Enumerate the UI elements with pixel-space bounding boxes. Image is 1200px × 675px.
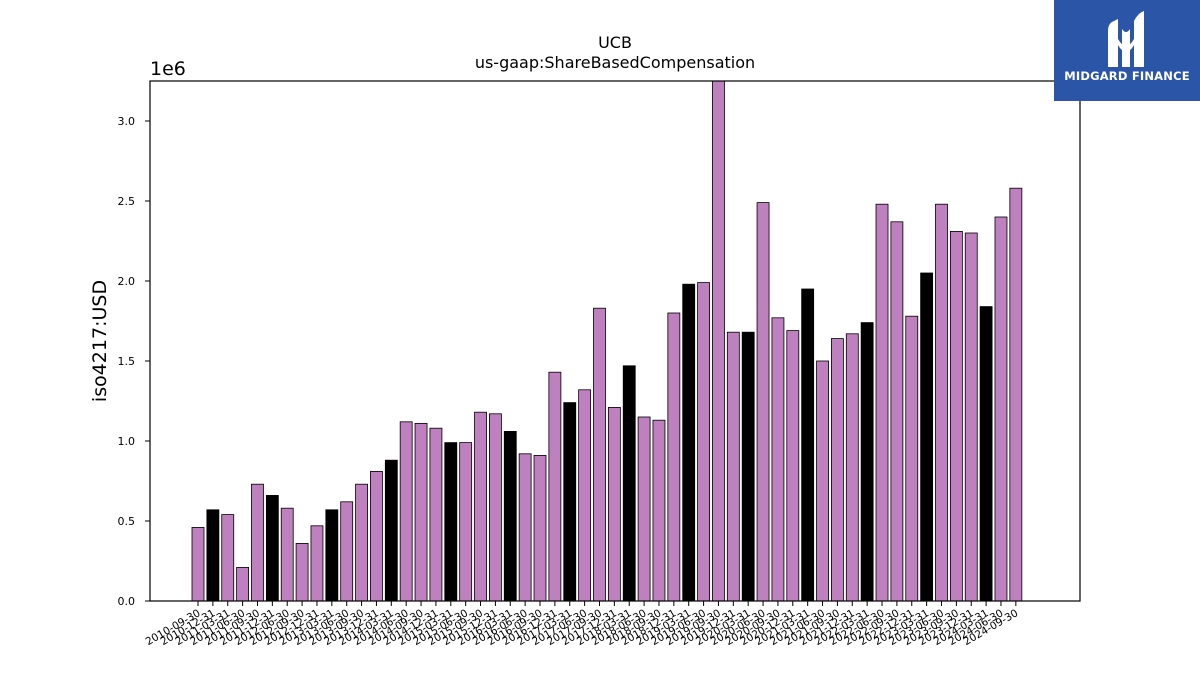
y-tick-label: 2.5 [118,195,136,208]
chart-subtitle: us-gaap:ShareBasedCompensation [475,53,755,72]
bar-2015-09-30 [474,411,487,602]
y-axis-scale-label: 1e6 [150,58,186,80]
bar-2014-06-30 [399,421,413,602]
bar-2010-09-30 [191,527,205,602]
y-axis-ticks: 0.0 0.5 1.0 1.5 2.0 2.5 3.0 [118,115,150,608]
bar-2012-06-30 [280,507,294,602]
bar-2017-03-31 [563,402,577,602]
bar-2015-06-30 [459,442,473,602]
bar-2018-12-31 [667,312,681,602]
y-tick-label: 1.5 [118,355,136,368]
bar-2018-06-30 [637,416,651,602]
y-tick-label: 2.0 [118,275,136,288]
bars-group [191,80,1023,602]
midgard-logo-icon [1108,11,1144,67]
bar-2022-09-30 [890,221,904,602]
bar-2013-03-31 [325,509,339,602]
bar-2017-09-30 [593,307,606,602]
y-tick-label: 0.0 [118,595,136,608]
bar-2011-06-30 [236,567,250,602]
bar-2021-06-30 [816,360,829,602]
bar-2022-03-31 [860,322,874,602]
chart-title: UCB [598,33,632,52]
plot-frame [149,80,1081,602]
bar-2013-09-30 [355,483,368,602]
bar-2010-12-31 [206,509,220,602]
bar-2015-03-31 [444,442,458,602]
bar-2014-03-31 [384,459,398,602]
bar-2020-06-30 [756,202,770,602]
bar-2013-12-31 [370,470,383,602]
bar-2016-12-31 [548,371,562,602]
bar-2018-03-31 [622,365,636,602]
bar-2017-06-30 [578,389,592,602]
bar-2016-06-30 [518,453,532,602]
bar-2015-12-31 [488,413,502,602]
bar-2023-09-30 [949,230,963,602]
bar-2020-09-30 [771,317,785,602]
bar-2023-06-30 [935,203,948,602]
bar-2021-03-31 [801,288,815,602]
y-tick-label: 3.0 [118,115,136,128]
bar-2020-03-31 [741,331,755,602]
bar-2017-12-31 [607,406,621,602]
bar-2014-12-31 [429,427,443,602]
y-tick-label: 0.5 [118,515,136,528]
bar-2019-12-31 [726,331,740,602]
bar-2024-03-31 [979,306,993,602]
bar-2012-09-30 [295,543,309,602]
bar-2016-03-31 [503,430,517,602]
bar-2018-09-30 [652,419,666,602]
bar-2019-03-31 [682,283,696,602]
bar-2014-09-30 [414,422,428,602]
bar-2013-06-30 [340,501,354,602]
bar-2016-09-30 [533,454,547,602]
bar-2024-09-30 [1009,187,1023,602]
y-tick-label: 1.0 [118,435,136,448]
bar-2012-12-31 [310,525,324,602]
bar-2021-09-30 [831,338,844,602]
bar-2023-12-31 [964,232,978,602]
bar-2022-12-31 [905,315,919,602]
bar-2022-06-30 [875,203,889,602]
bar-2019-09-30 [712,80,725,602]
bar-2011-09-30 [251,483,264,602]
bar-2011-03-31 [221,514,235,602]
bar-2020-12-31 [786,330,800,602]
bar-2024-06-30 [994,216,1008,602]
bar-2011-12-31 [265,494,279,602]
y-axis-label: iso4217:USD [89,280,111,402]
bar-2023-03-31 [920,272,934,602]
bar-2021-12-31 [845,333,859,602]
bar-2019-06-30 [697,282,710,602]
brand-logo: MIDGARD FINANCE [1054,0,1200,101]
x-axis-ticks: 2010-09-302010-12-312011-03-312011-06-30… [144,601,1020,648]
brand-name: MIDGARD FINANCE [1064,69,1190,83]
